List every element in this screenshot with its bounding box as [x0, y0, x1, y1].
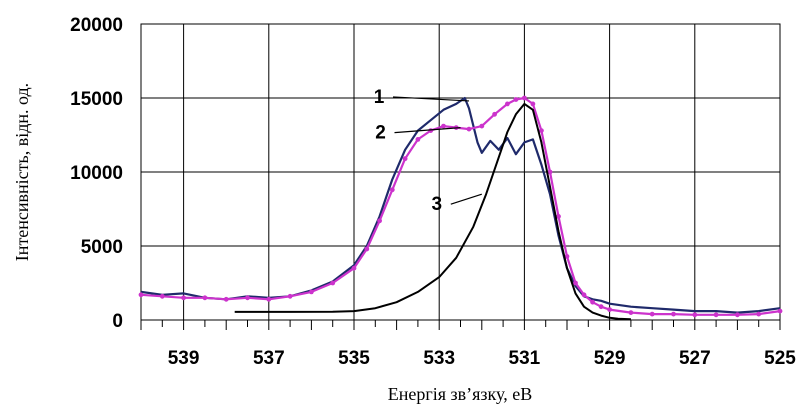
grid [141, 24, 780, 320]
x-tick-label: 535 [338, 348, 370, 369]
annotation-label: 3 [432, 194, 443, 215]
series-2-point [530, 101, 536, 107]
series-2-point [607, 307, 612, 312]
minor-ticks [140, 320, 781, 330]
series-2-point [402, 156, 408, 162]
series-2-point [671, 311, 676, 317]
series-2-point [466, 126, 472, 132]
series-2-point [513, 97, 519, 102]
series-2-point [245, 295, 250, 301]
x-tick-label: 539 [168, 348, 200, 369]
series-2-point [756, 311, 762, 317]
y-tick-labels: 0 5000 10000 15000 20000 [70, 15, 123, 332]
x-tick-label: 529 [594, 348, 626, 369]
series-2-point [223, 296, 229, 302]
series-2-point [547, 169, 553, 175]
series-2-point [590, 299, 595, 305]
x-tick-label: 525 [764, 348, 796, 369]
series-2-point [713, 312, 719, 318]
y-tick-label: 0 [112, 311, 123, 332]
annotation-label: 1 [374, 87, 385, 108]
series-2-point [564, 254, 570, 259]
series-2-point [573, 280, 578, 286]
series-2-point [330, 280, 336, 286]
y-tick-label: 10000 [70, 163, 123, 184]
series-2-point [735, 312, 740, 318]
x-tick-label: 531 [509, 348, 541, 369]
series-2-point [598, 304, 604, 310]
series-2-point [479, 123, 485, 129]
annotation-label: 2 [375, 123, 386, 144]
series-2-point [505, 101, 510, 107]
series-3 [234, 102, 631, 321]
series-2-point [287, 293, 293, 299]
x-tick-label: 533 [423, 348, 455, 369]
x-axis-title: Енергія зв’язку, еВ [388, 384, 532, 404]
series-2-point [628, 310, 634, 315]
series-2-point [377, 218, 382, 224]
y-tick-label: 20000 [70, 15, 123, 36]
series-2-point [777, 308, 783, 314]
series-3-line [234, 102, 631, 321]
series-2-point [181, 295, 187, 301]
series-2-point [202, 295, 208, 301]
series-2-point [522, 95, 527, 101]
annotation-leader [394, 127, 461, 134]
series-2-point [556, 214, 561, 219]
series-2-point [351, 265, 357, 271]
series-2-point [138, 292, 144, 298]
x-tick-labels: 539 537 535 533 531 529 527 525 [168, 348, 797, 369]
series-2-point [441, 123, 446, 129]
y-tick-label: 5000 [81, 237, 123, 258]
series-2-point [539, 128, 544, 134]
y-tick-label: 15000 [70, 89, 123, 110]
series-2-point [389, 187, 395, 193]
x-tick-label: 537 [253, 348, 285, 369]
series-2-point [428, 128, 434, 134]
series-2-point [581, 292, 587, 298]
series-2-point [692, 312, 698, 318]
y-axis-title: Інтенсивність, відн. од. [12, 83, 32, 261]
series-2-point [492, 111, 497, 117]
series-2-point [415, 137, 421, 142]
series-2-point [266, 296, 272, 302]
series-2-point [159, 293, 165, 299]
x-tick-label: 527 [679, 348, 711, 369]
annotation-leader [450, 193, 482, 205]
series-2-point [309, 289, 314, 295]
annotation-layer: 1 2 3 [374, 87, 482, 215]
annotation-leader [392, 96, 470, 102]
series-2-point [649, 311, 655, 317]
series-2-point [364, 246, 370, 252]
